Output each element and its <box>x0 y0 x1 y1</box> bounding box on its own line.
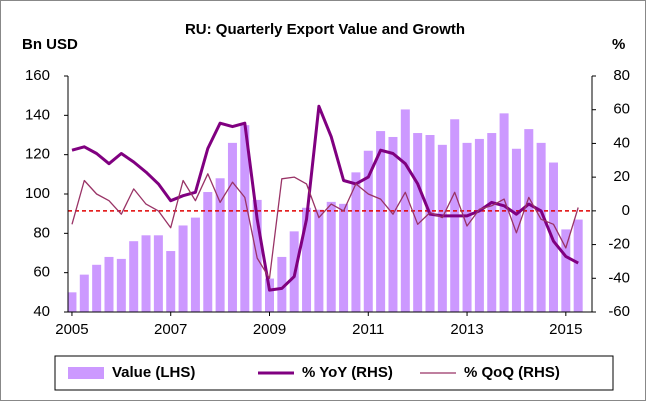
bar <box>166 251 176 312</box>
bar <box>227 142 237 312</box>
bar <box>376 131 386 312</box>
line <box>71 104 579 292</box>
y2-tick-label: -60 <box>608 303 630 320</box>
bar <box>487 133 497 312</box>
legend-label: Value (LHS) <box>112 364 195 381</box>
y-tick-label: 80 <box>33 224 50 241</box>
bar <box>511 148 521 312</box>
bar <box>573 219 583 312</box>
bar <box>153 235 163 312</box>
legend-box <box>54 355 614 391</box>
y-tick-label: 140 <box>25 106 50 123</box>
y-axis-label: Bn USD <box>22 36 78 53</box>
y2-tick-label: 60 <box>613 101 630 118</box>
bar <box>302 207 312 312</box>
y2-tick-label: 40 <box>613 134 630 151</box>
y2-tick-label: 20 <box>613 168 630 185</box>
bar <box>474 138 484 312</box>
bar <box>388 136 398 312</box>
bar <box>116 258 126 312</box>
bar <box>425 135 435 312</box>
bar <box>499 113 509 312</box>
y2-axis-label: % <box>612 36 625 53</box>
y-tick-label: 100 <box>25 185 50 202</box>
x-tick-label: 2009 <box>253 321 286 338</box>
bar <box>265 278 275 312</box>
bar <box>561 229 571 312</box>
bar <box>104 256 114 312</box>
bar <box>536 142 546 312</box>
x-tick-label: 2013 <box>450 321 483 338</box>
bar <box>240 125 250 313</box>
bar <box>129 241 139 312</box>
bar <box>178 225 188 312</box>
bar <box>314 209 324 312</box>
chart-title: RU: Quarterly Export Value and Growth <box>185 21 465 38</box>
bar <box>339 203 349 312</box>
bar <box>67 292 77 312</box>
bar <box>437 144 447 312</box>
bar <box>351 172 361 312</box>
bar <box>462 142 472 312</box>
bar <box>203 192 213 312</box>
bar <box>363 150 373 312</box>
line <box>71 173 579 279</box>
bar <box>141 235 151 312</box>
y-tick-label: 40 <box>33 303 50 320</box>
y-tick-label: 120 <box>25 146 50 163</box>
bar <box>79 274 89 312</box>
y2-tick-label: -40 <box>608 269 630 286</box>
bar <box>277 256 287 312</box>
y2-tick-label: 0 <box>622 202 630 219</box>
legend-swatch <box>68 367 104 379</box>
bar <box>92 264 102 312</box>
x-tick-label: 2007 <box>154 321 187 338</box>
y2-tick-label: 80 <box>613 67 630 84</box>
bar <box>190 217 200 312</box>
bar <box>215 178 225 312</box>
legend-label: % QoQ (RHS) <box>464 364 560 381</box>
x-tick-label: 2011 <box>352 321 384 338</box>
y-tick-label: 60 <box>33 264 50 281</box>
legend-label: % YoY (RHS) <box>302 364 393 381</box>
x-tick-label: 2015 <box>549 321 582 338</box>
y2-tick-label: -20 <box>608 236 630 253</box>
bar <box>326 201 336 312</box>
bar <box>524 129 534 312</box>
y-tick-label: 160 <box>25 67 50 84</box>
x-tick-label: 2005 <box>55 321 88 338</box>
